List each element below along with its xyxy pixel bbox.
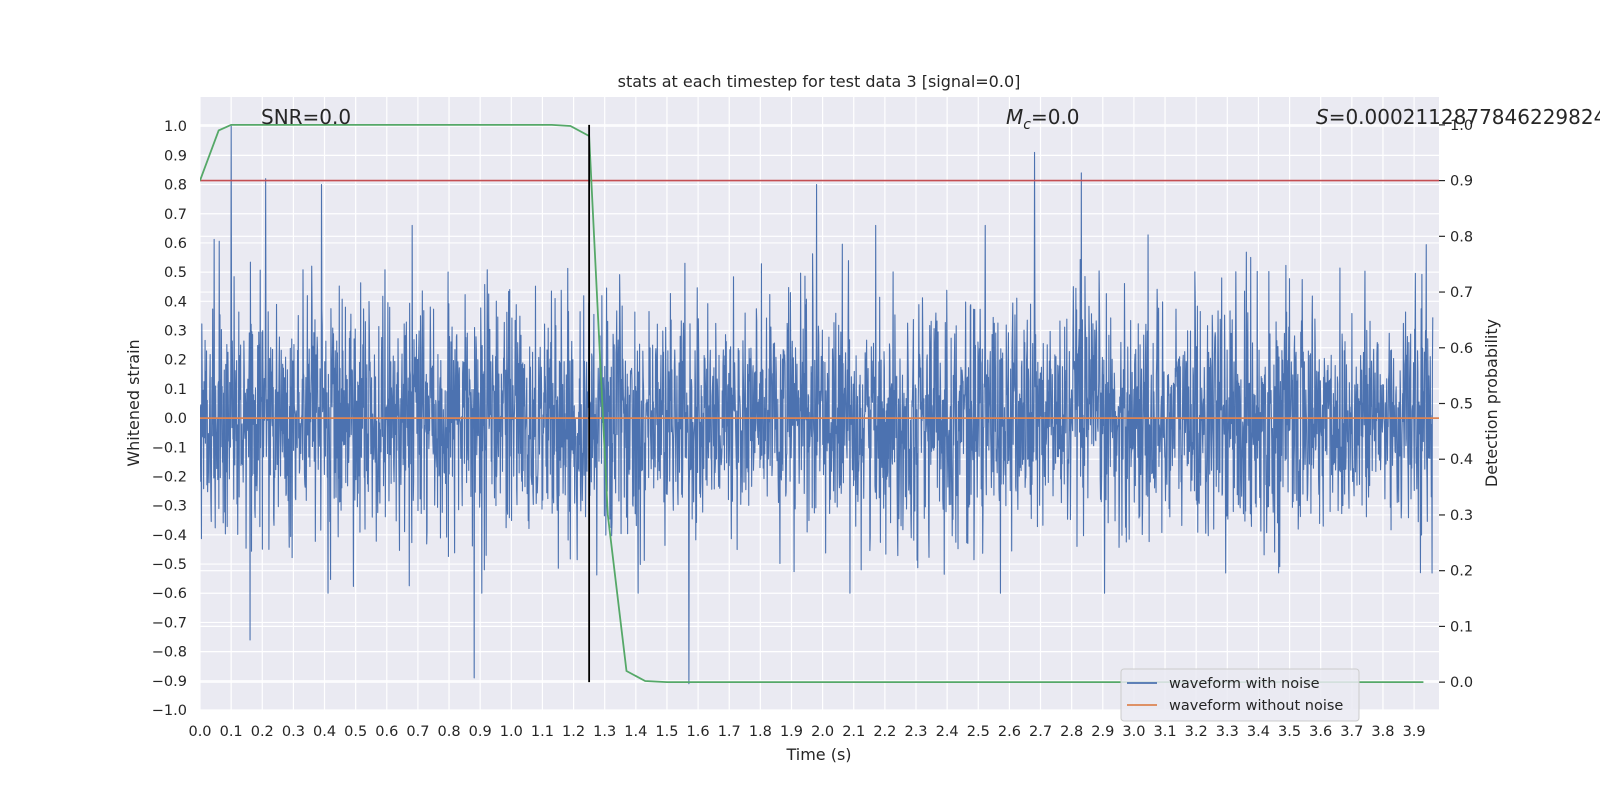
y-tick-label: −0.8 [152, 645, 187, 661]
y-tick-label: 0.7 [164, 207, 187, 223]
y-tick-label: 0.4 [164, 294, 187, 310]
snr-annotation: SNR=0.0 [261, 105, 351, 129]
mc-symbol: M [1006, 105, 1023, 129]
y-tick-label: −0.3 [152, 499, 187, 515]
legend-label-with-noise: waveform with noise [1169, 676, 1320, 692]
x-tick-label: 2.7 [1029, 724, 1052, 740]
legend-label-without-noise: waveform without noise [1169, 698, 1343, 714]
x-tick-label: 3.5 [1278, 724, 1301, 740]
x-axis-label: Time (s) [785, 745, 851, 764]
y-tick-label: 0.9 [164, 148, 187, 164]
right-y-tick-label: 0.7 [1450, 285, 1473, 301]
x-tick-label: 3.1 [1154, 724, 1177, 740]
y-tick-label: 0.6 [164, 236, 187, 252]
x-tick-label: 0.4 [313, 724, 336, 740]
x-tick-label: 1.8 [749, 724, 772, 740]
x-tick-label: 2.9 [1091, 724, 1114, 740]
x-tick-label: 0.2 [251, 724, 274, 740]
x-tick-label: 2.5 [967, 724, 990, 740]
y-tick-label: −0.9 [152, 674, 187, 690]
x-tick-label: 1.3 [593, 724, 616, 740]
x-tick-label: 0.7 [406, 724, 429, 740]
x-tick-label: 3.7 [1340, 724, 1363, 740]
right-y-tick-label: 0.5 [1450, 397, 1473, 413]
x-tick-label: 1.5 [655, 724, 678, 740]
waveform-with-noise-line [200, 125, 1434, 685]
x-tick-label: 2.2 [873, 724, 896, 740]
x-tick-label: 2.3 [904, 724, 927, 740]
mc-value: =0.0 [1031, 105, 1080, 129]
y-tick-label: −0.7 [152, 615, 187, 631]
y-axis-label: Whitened strain [124, 339, 143, 466]
x-axis-ticks: 0.0 0.1 0.2 0.3 0.4 0.5 0.6 0.7 0.8 0.9 1.0 1.1 1.2 1… [188, 724, 1425, 740]
y-tick-label: 1.0 [164, 119, 187, 135]
x-tick-label: 1.1 [531, 724, 554, 740]
x-tick-label: 0.8 [438, 724, 461, 740]
y-tick-label: 0.1 [164, 382, 187, 398]
x-tick-label: 1.7 [718, 724, 741, 740]
right-y-tick-label: 0.4 [1450, 452, 1473, 468]
right-y-tick-label: 0.0 [1450, 675, 1473, 691]
s-symbol: S [1316, 105, 1329, 129]
x-tick-label: 3.2 [1185, 724, 1208, 740]
y-tick-label: −1.0 [152, 703, 187, 719]
legend: waveform with noise waveform without noi… [1120, 668, 1360, 722]
x-tick-label: 1.0 [500, 724, 523, 740]
x-tick-label: 0.3 [282, 724, 305, 740]
detection-probability-line [200, 123, 1424, 684]
y-axis-ticks: 1.0 0.9 0.8 0.7 0.6 0.5 0.4 0.3 0.2 0.1 0.0 −0.1 −0.… [152, 119, 187, 719]
x-tick-label: 3.4 [1247, 724, 1270, 740]
y-tick-label: −0.2 [152, 469, 187, 485]
right-y-tick-label: 0.9 [1450, 174, 1473, 190]
x-tick-label: 0.1 [220, 724, 243, 740]
x-tick-label: 0.0 [188, 724, 211, 740]
x-tick-label: 1.4 [624, 724, 647, 740]
y-tick-label: −0.1 [152, 440, 187, 456]
x-tick-label: 3.6 [1309, 724, 1332, 740]
y-tick-label: −0.5 [152, 557, 187, 573]
x-tick-label: 1.9 [780, 724, 803, 740]
right-y-tick-label: 0.6 [1450, 341, 1473, 357]
x-tick-label: 2.1 [842, 724, 865, 740]
s-annotation: S=0.00021128778462298246 [1316, 105, 1600, 129]
y-tick-label: 0.0 [164, 411, 187, 427]
right-y-tick-label: 0.2 [1450, 564, 1473, 580]
y-tick-label: −0.4 [152, 528, 187, 544]
chirp-mass-annotation: Mc=0.0 [1006, 105, 1080, 133]
y-tick-label: 0.8 [164, 178, 187, 194]
right-y-axis-label: Detection probability [1482, 319, 1501, 487]
x-tick-label: 2.0 [811, 724, 834, 740]
x-tick-label: 3.0 [1122, 724, 1145, 740]
y-tick-label: −0.6 [152, 586, 187, 602]
x-tick-label: 3.9 [1403, 724, 1426, 740]
x-tick-label: 3.8 [1371, 724, 1394, 740]
x-tick-label: 2.4 [936, 724, 959, 740]
right-y-tick-label: 1.0 [1450, 118, 1473, 134]
y-tick-label: 0.5 [164, 265, 187, 281]
mc-subscript: c [1023, 117, 1031, 133]
s-value: =0.00021128778462298246 [1329, 105, 1600, 129]
x-tick-label: 1.2 [562, 724, 585, 740]
x-tick-label: 0.5 [344, 724, 367, 740]
right-y-tick-label: 0.3 [1450, 508, 1473, 524]
x-tick-label: 2.6 [998, 724, 1021, 740]
waveform-with-noise-path [200, 125, 1434, 685]
right-y-axis-ticks: 1.0 0.9 0.8 0.7 0.6 0.5 0.4 0.3 0.2 0.1 0.0 [1439, 118, 1473, 691]
x-tick-label: 0.9 [469, 724, 492, 740]
x-tick-label: 2.8 [1060, 724, 1083, 740]
x-tick-label: 0.6 [375, 724, 398, 740]
y-tick-label: 0.3 [164, 324, 187, 340]
right-y-tick-label: 0.8 [1450, 229, 1473, 245]
x-tick-label: 3.3 [1216, 724, 1239, 740]
y-tick-label: 0.2 [164, 353, 187, 369]
right-y-tick-label: 0.1 [1450, 619, 1473, 635]
x-tick-label: 1.6 [687, 724, 710, 740]
chart-title: stats at each timestep for test data 3 [… [618, 72, 1021, 91]
